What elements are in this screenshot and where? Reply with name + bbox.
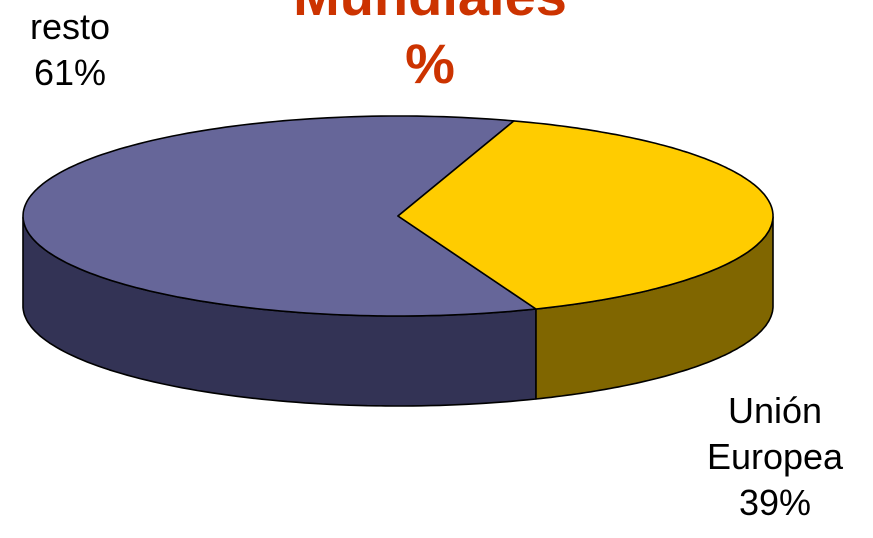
slice-label-ue-name-line-2: Europea	[706, 436, 844, 477]
slice-label-union-europea: Unión Europea 39%	[690, 388, 860, 526]
slice-label-ue-name-line-1: Unión	[727, 390, 823, 431]
slice-label-resto-value: 61%	[33, 52, 107, 93]
slice-label-resto-name: resto	[29, 6, 111, 47]
slice-label-resto: resto 61%	[10, 4, 130, 96]
pie-slice-top-0	[22, 115, 537, 317]
chart-title-line-2: %	[405, 32, 455, 95]
pie-slice-top-1	[397, 120, 774, 310]
pie-tops	[22, 115, 774, 317]
slice-label-ue-value: 39%	[738, 482, 812, 523]
chart-title-line-1: Mundiales	[230, 0, 630, 24]
